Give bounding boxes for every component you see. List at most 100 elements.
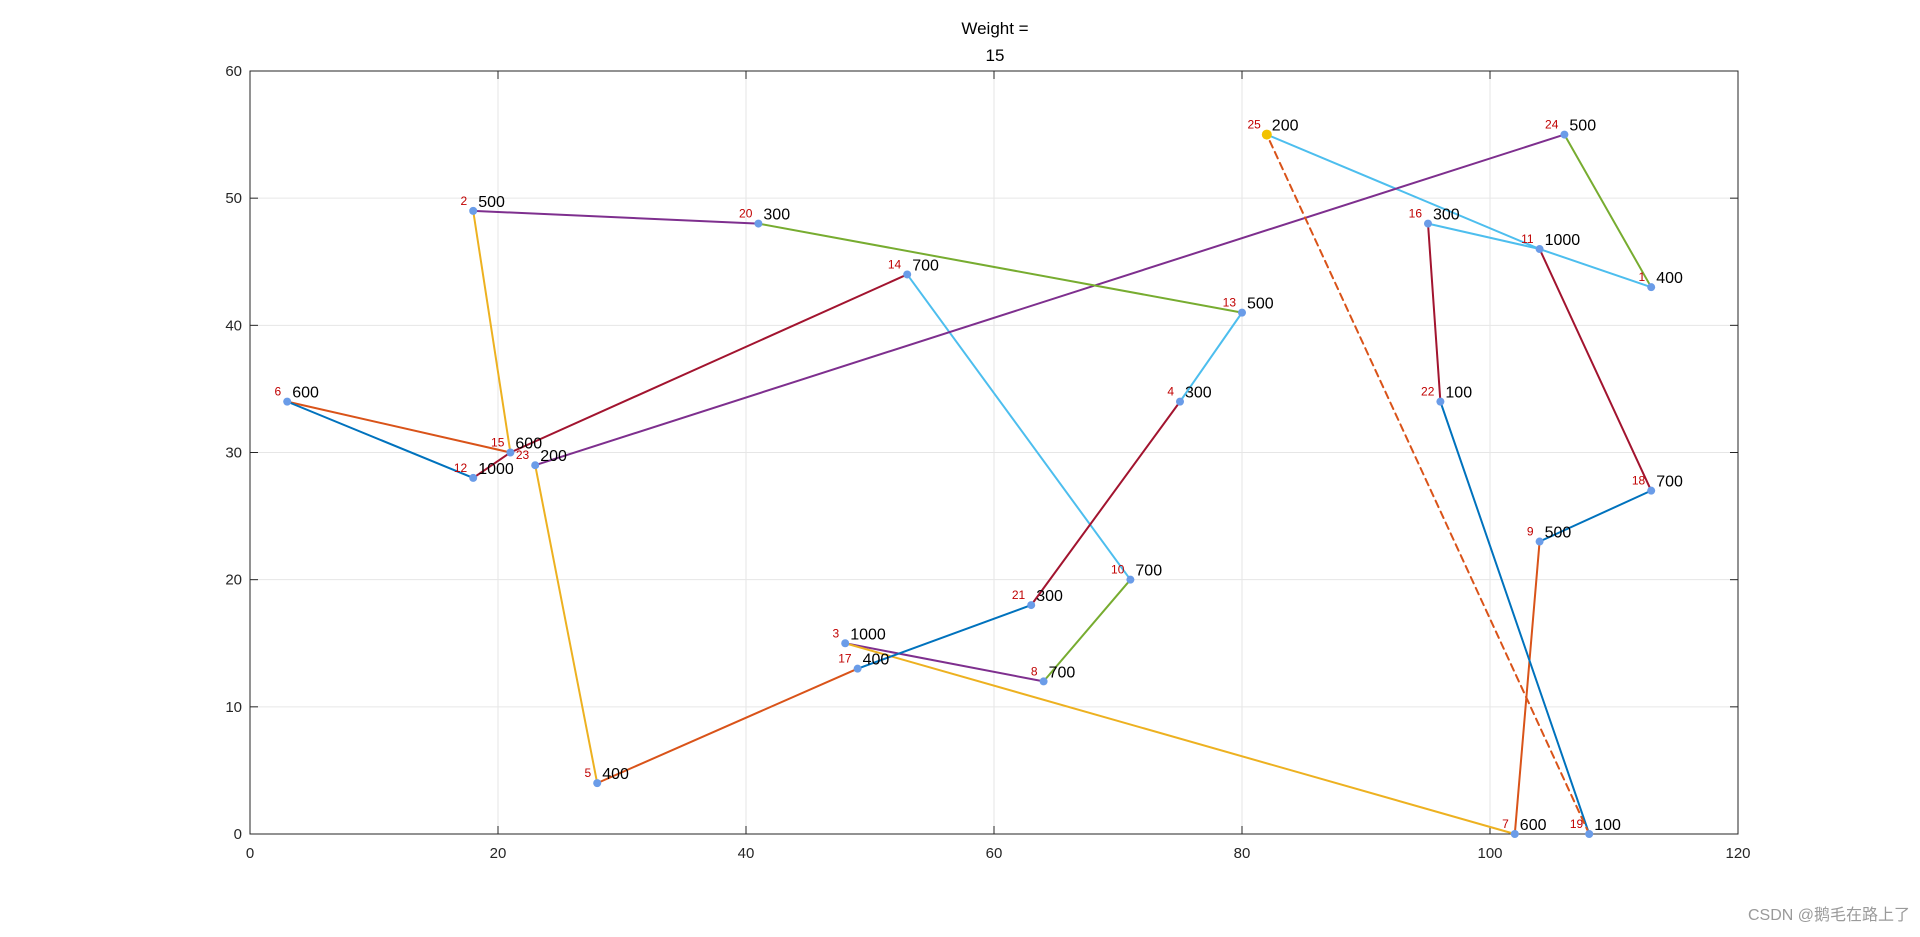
chart-title-line-2: 15 (985, 46, 1005, 65)
route-segment (844, 642, 1045, 683)
node-marker (1126, 575, 1135, 584)
node-id-label: 5 (585, 766, 592, 780)
node-id-label: 21 (1012, 588, 1026, 602)
route-segment (1439, 400, 1591, 835)
node-marker (1535, 245, 1544, 254)
node-id-label: 17 (838, 652, 852, 666)
route-segment (856, 604, 1033, 670)
route-segment (1179, 311, 1243, 403)
route-segment (534, 133, 1566, 467)
route-segment (1265, 133, 1541, 251)
node-id-label: 18 (1632, 474, 1646, 488)
route-segment (1265, 133, 1591, 835)
x-tick-label: 120 (1725, 845, 1750, 862)
node-id-label: 23 (516, 448, 530, 462)
node-demand-label: 300 (763, 207, 790, 224)
node-marker (1424, 219, 1432, 228)
node-id-label: 4 (1167, 385, 1174, 399)
x-tick-label: 20 (490, 845, 507, 862)
node-marker (853, 664, 862, 673)
node-marker (1560, 130, 1569, 139)
y-tick-label: 30 (225, 445, 242, 462)
y-tick-label: 60 (225, 63, 242, 80)
node-marker (841, 639, 850, 648)
node-demand-label: 600 (292, 385, 319, 402)
y-tick-label: 0 (234, 826, 242, 843)
node-marker (1039, 677, 1048, 686)
node-id-label: 2 (461, 194, 468, 208)
route-segment (1042, 578, 1132, 683)
node-demand-label: 700 (1135, 563, 1162, 580)
node-demand-label: 700 (1656, 474, 1683, 491)
route-segment (1538, 489, 1653, 543)
node-marker (1510, 830, 1519, 838)
node-id-label: 20 (739, 207, 753, 221)
node-id-label: 1 (1639, 270, 1646, 284)
node-demand-label: 600 (515, 436, 542, 453)
node-id-label: 22 (1421, 385, 1435, 399)
route-segment (1030, 400, 1181, 607)
node-demand-label: 700 (912, 257, 939, 274)
node-id-label: 7 (1502, 817, 1509, 831)
node-demand-label: 1000 (478, 461, 514, 478)
node-marker (1436, 397, 1445, 406)
node-id-label: 6 (275, 385, 282, 399)
node-marker (469, 473, 478, 482)
route-segment (472, 209, 760, 225)
node-marker (283, 397, 292, 406)
x-tick-label: 60 (986, 845, 1003, 862)
node-id-label: 19 (1570, 817, 1584, 831)
node-id-label: 8 (1031, 664, 1038, 678)
y-tick-label: 40 (225, 317, 242, 334)
node-demand-label: 300 (1433, 207, 1460, 224)
node-marker (531, 461, 540, 470)
node-demand-label: 1000 (850, 626, 886, 643)
node-id-label: 14 (888, 257, 902, 271)
route-segment (1538, 248, 1653, 492)
route-segment (1563, 133, 1653, 289)
route-segment (1427, 222, 1541, 251)
chart-title-line-1: Weight = (961, 19, 1029, 38)
route-segment (757, 222, 1243, 314)
node-marker (754, 219, 763, 228)
y-tick-label: 50 (225, 190, 242, 207)
y-tick-label: 10 (225, 699, 242, 716)
node-marker (903, 270, 912, 279)
depot-marker (1261, 129, 1272, 140)
node-demand-label: 300 (1185, 385, 1212, 402)
node-marker (469, 206, 478, 215)
node-marker (1647, 486, 1656, 495)
node-marker (1238, 308, 1246, 317)
node-id-label: 11 (1521, 232, 1534, 246)
route-segment (1427, 222, 1442, 403)
node-demand-label: 400 (1656, 270, 1683, 287)
node-demand-label: 300 (1036, 588, 1063, 605)
node-demand-label: 700 (1049, 664, 1076, 681)
watermark: CSDN @鹅毛在路上了 (1747, 907, 1910, 924)
node-id-label: 13 (1223, 296, 1237, 310)
node-demand-label: 400 (602, 766, 629, 783)
node-marker (506, 448, 515, 457)
x-tick-label: 80 (1234, 845, 1251, 862)
node-id-label: 10 (1111, 563, 1125, 577)
node-demand-label: 500 (1545, 525, 1572, 542)
node-id-label: 9 (1527, 525, 1534, 539)
node-demand-label: 500 (478, 194, 505, 211)
node-marker (1027, 601, 1036, 610)
x-tick-label: 100 (1477, 845, 1502, 862)
route-segment (472, 451, 512, 479)
x-tick-label: 40 (738, 845, 755, 862)
node-id-label: 3 (833, 626, 840, 640)
node-demand-label: 200 (1272, 118, 1299, 135)
node-demand-label: 100 (1445, 385, 1472, 402)
node-id-label: 25 (1247, 118, 1261, 132)
route-segment (286, 400, 512, 454)
route-segment (844, 642, 1516, 835)
node-id-label: 12 (454, 461, 468, 475)
node-marker (1647, 283, 1656, 292)
x-tick-label: 0 (246, 845, 254, 862)
route-segment (596, 667, 859, 785)
route-segment (1538, 248, 1653, 289)
node-id-label: 24 (1545, 118, 1559, 132)
